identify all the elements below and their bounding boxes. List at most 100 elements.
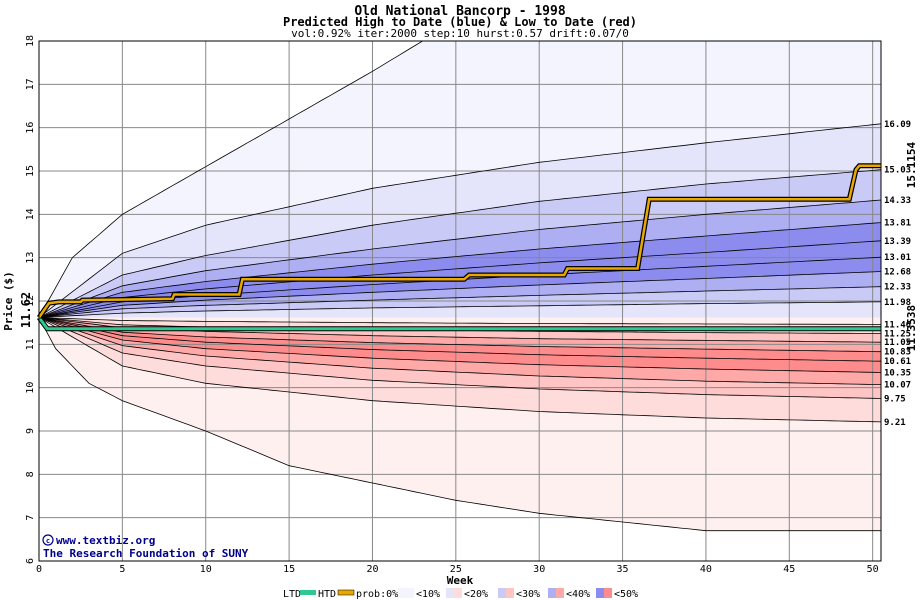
probability-bands <box>39 41 881 531</box>
high-band-fill-inner <box>39 301 881 318</box>
legend-swatch-0 <box>398 588 414 598</box>
high-band-fill-7 <box>39 271 881 318</box>
band-end-label: 15.03 <box>884 166 911 176</box>
high-band-line-4 <box>38 240 882 318</box>
y-tick-label: 12 <box>25 295 36 307</box>
band-end-label: 14.33 <box>884 196 911 206</box>
x-axis-label: Week <box>447 574 474 587</box>
low-band-fill-4 <box>39 317 881 373</box>
band-end-label: 9.75 <box>884 395 906 405</box>
band-end-label: 11.05 <box>884 338 911 348</box>
y-axis-label: Price ($) <box>2 271 15 331</box>
actual-paths <box>36 163 881 332</box>
band-end-label: 13.01 <box>884 253 911 263</box>
end-low-label: 11.3538 <box>905 305 918 351</box>
start-price-label: 11.62 <box>19 292 33 328</box>
band-end-label: 10.07 <box>884 381 911 391</box>
ltd-line <box>37 316 881 331</box>
high-band-line-7 <box>38 286 882 318</box>
band-end-label: 11.25 <box>884 330 911 340</box>
high-band-fill-0 <box>39 41 881 318</box>
gridlines <box>39 41 881 561</box>
x-tick-label: 30 <box>533 564 545 575</box>
plot-area <box>36 40 882 562</box>
low-band-line-0 <box>38 317 881 325</box>
y-tick-label: 18 <box>25 35 36 47</box>
band-end-label: 13.81 <box>884 219 911 229</box>
band-end-label: 12.68 <box>884 268 911 278</box>
legend-10: <10% <box>416 589 440 600</box>
legend-swatch-30r <box>556 588 564 598</box>
legend-swatch-20r <box>506 588 514 598</box>
chart-title: Old National Bancorp - 1998 <box>354 4 565 19</box>
x-tick-label: 5 <box>119 564 125 575</box>
low-band-fill-2 <box>39 317 881 352</box>
copyright-icon <box>42 534 54 546</box>
high-band-line-2 <box>38 199 882 318</box>
legend-swatch-20 <box>498 588 506 598</box>
y-tick-labels: 6 7 8 9 10 11 12 13 14 15 16 17 18 <box>25 35 36 564</box>
high-band-line-3 <box>38 222 882 318</box>
low-band-fill-7 <box>39 317 881 422</box>
band-end-label: 12.33 <box>884 283 911 293</box>
y-tick-label: 13 <box>25 252 36 264</box>
y-tick-label: 6 <box>25 558 36 564</box>
legend-ltd: LTD <box>283 589 301 600</box>
band-end-label: 10.35 <box>884 369 911 379</box>
legend-swatch-30 <box>548 588 556 598</box>
legend-ltd-swatch <box>300 590 316 595</box>
band-end-label: 11.98 <box>884 298 911 308</box>
high-band-fill-2 <box>39 169 881 318</box>
legend-20: <20% <box>464 589 488 600</box>
band-end-label: 10.83 <box>884 348 911 358</box>
low-band-fill-6 <box>39 317 881 399</box>
y-tick-label: 17 <box>25 78 36 90</box>
legend-swatch-10 <box>446 588 454 598</box>
credit-org: The Research Foundation of SUNY <box>43 547 249 560</box>
plot-frame <box>38 40 882 562</box>
copyright-glyph: c <box>46 537 50 545</box>
x-tick-label: 25 <box>450 564 462 575</box>
high-band-line-0 <box>38 123 882 318</box>
y-tick-label: 9 <box>25 428 36 434</box>
y-tick-label: 7 <box>25 515 36 521</box>
end-value-labels: 16.09 15.03 14.33 13.81 13.39 13.01 12.68 12.33… <box>884 120 911 428</box>
band-end-label: 16.09 <box>884 120 911 130</box>
x-tick-label: 35 <box>617 564 629 575</box>
credit-site: www.textbiz.org <box>56 534 155 547</box>
legend-htd-swatch <box>337 589 355 596</box>
legend-prob: prob:0% <box>356 589 398 600</box>
high-band-line-6 <box>38 271 882 318</box>
low-band-fill-5 <box>39 317 881 385</box>
low-band-fill-3 <box>39 317 881 362</box>
legend-50: <50% <box>614 589 638 600</box>
high-band-line-8 <box>38 301 881 318</box>
x-tick-label: 45 <box>783 564 795 575</box>
credit: c www.textbiz.org The Research Foundatio… <box>42 534 249 560</box>
htd-line <box>37 164 881 319</box>
x-tick-labels: 0 5 10 15 20 25 30 35 40 45 50 <box>36 564 879 575</box>
legend-30: <30% <box>516 589 540 600</box>
y-tick-label: 10 <box>25 382 36 394</box>
low-band-line-3 <box>38 317 882 353</box>
low-band-line-6 <box>38 317 882 385</box>
legend-swatch-10r <box>454 588 462 598</box>
x-tick-label: 0 <box>36 564 42 575</box>
legend-40: <40% <box>566 589 590 600</box>
band-end-label: 9.21 <box>884 418 906 428</box>
low-band-line-7 <box>38 317 882 399</box>
legend-swatch-40 <box>596 588 604 598</box>
low-band-line-8 <box>38 317 882 423</box>
high-band-line-1 <box>38 169 882 318</box>
low-band-line-5 <box>38 317 882 373</box>
high-band-fill-4 <box>39 222 881 318</box>
band-end-label: 10.61 <box>884 357 911 367</box>
band-end-label: 11.46 <box>884 320 911 330</box>
y-tick-label: 14 <box>25 208 36 220</box>
band-end-label: 13.39 <box>884 237 911 247</box>
low-band-fill-8 <box>39 317 881 531</box>
high-band-fill-6 <box>39 257 881 318</box>
low-band-fill-1 <box>39 317 881 343</box>
band-boundary-lines <box>38 40 882 532</box>
